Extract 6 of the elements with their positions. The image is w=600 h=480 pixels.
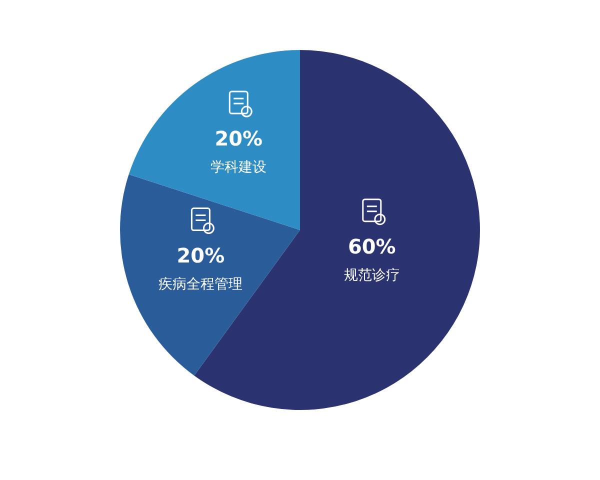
data-label: 20% bbox=[176, 243, 225, 268]
data-label: 60% bbox=[348, 234, 396, 258]
slice-label: 学科建设 bbox=[210, 160, 267, 176]
data-label: 20% bbox=[214, 126, 263, 151]
slice-label: 规范诊疗 bbox=[344, 267, 400, 284]
slice-label: 疾病全程管理 bbox=[158, 276, 243, 292]
